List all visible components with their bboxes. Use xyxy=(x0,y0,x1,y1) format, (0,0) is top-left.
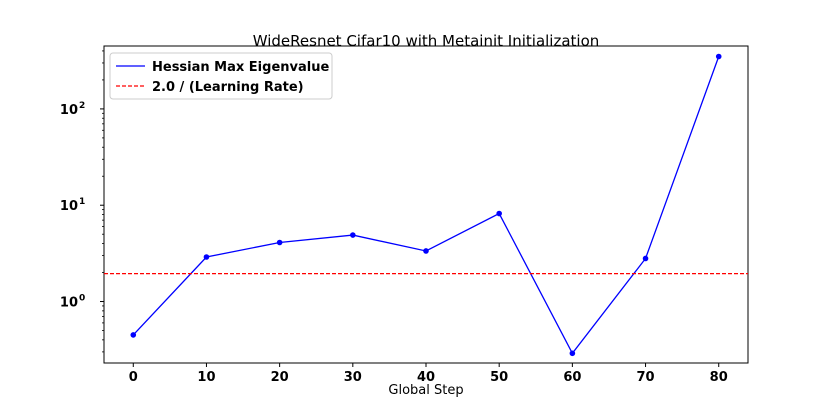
series-line-hessian xyxy=(132,56,720,355)
x-tick-label: 70 xyxy=(636,370,654,385)
x-tick-label: 80 xyxy=(710,370,728,385)
y-tick-label: 10 xyxy=(60,103,78,118)
data-point xyxy=(642,255,649,262)
x-tick-label: 50 xyxy=(490,370,508,385)
legend-label-hessian: Hessian Max Eigenvalue xyxy=(152,60,329,75)
data-point xyxy=(423,248,429,254)
y-tick-exponent: 1 xyxy=(79,197,85,207)
x-axis: 0 10 20 30 40 50 60 70 80 xyxy=(129,363,728,385)
x-tick-label: 30 xyxy=(344,370,362,385)
y-tick-exponent: 2 xyxy=(79,101,85,111)
y-tick-label: 10 xyxy=(60,296,78,311)
x-tick-label: 60 xyxy=(563,370,581,385)
data-point xyxy=(276,239,283,246)
legend-label-learning-rate: 2.0 / (Learning Rate) xyxy=(152,80,304,95)
data-point xyxy=(130,332,137,338)
y-tick-exponent: 0 xyxy=(79,294,85,304)
x-axis-label: Global Step xyxy=(388,383,463,398)
x-tick-label: 10 xyxy=(197,370,215,385)
series-layer xyxy=(104,53,748,357)
data-point xyxy=(350,232,356,238)
data-point xyxy=(715,53,722,60)
legend-box xyxy=(109,52,333,100)
legend: Hessian Max Eigenvalue 2.0 / (Learning R… xyxy=(109,52,333,100)
x-tick-label: 40 xyxy=(417,370,435,385)
x-tick-label: 20 xyxy=(271,370,289,385)
y-tick-label: 10 xyxy=(60,199,78,214)
chart-title: WideResnet Cifar10 with Metainit Initial… xyxy=(253,32,600,50)
data-point xyxy=(569,350,576,357)
data-point xyxy=(496,210,502,217)
data-point xyxy=(203,254,210,260)
x-tick-label: 0 xyxy=(129,370,138,385)
